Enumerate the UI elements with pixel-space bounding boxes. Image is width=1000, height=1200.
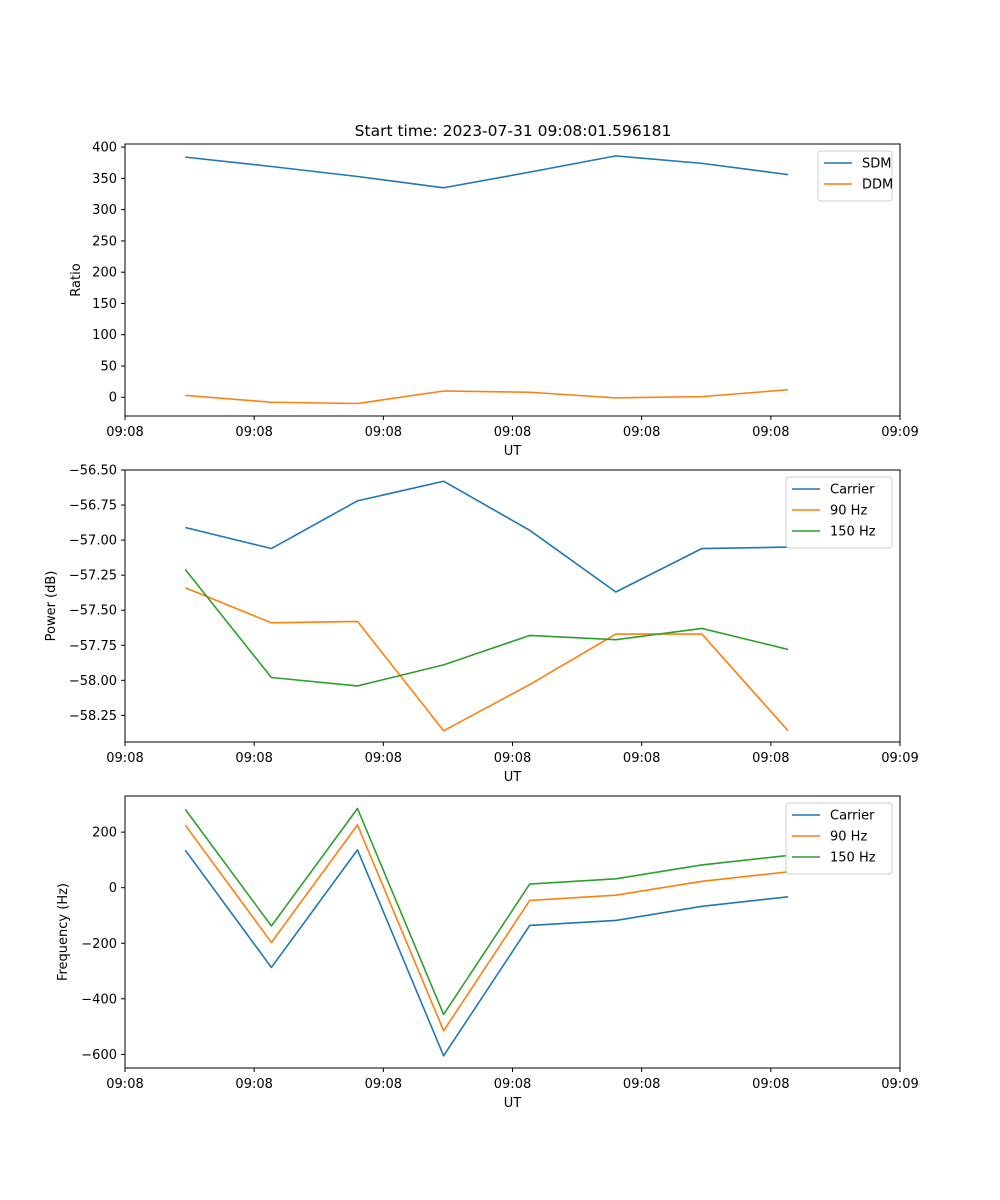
y-tick-label: −56.75 [69,499,117,514]
axes-frame [124,469,901,743]
x-tick-label: 09:08 [235,1077,272,1092]
y-axis-label: Ratio [69,263,84,296]
y-tick-label: 250 [92,234,117,249]
x-tick-label: 09:08 [365,1077,402,1092]
x-axis-label: UT [504,444,522,459]
x-tick-label: 09:08 [752,751,789,766]
y-tick-label: 0 [109,391,117,406]
y-tick-label: 0 [109,881,117,896]
x-tick-label: 09:08 [235,751,272,766]
y-tick-label: 200 [92,826,117,841]
y-tick-label: −56.50 [69,464,117,479]
x-tick-label: 09:08 [235,425,272,440]
x-tick-label: 09:08 [106,1077,143,1092]
y-tick-label: 300 [92,203,117,218]
legend-label: Carrier [830,483,875,498]
legend-label: Carrier [830,809,875,824]
figure-title: Start time: 2023-07-31 09:08:01.596181 [355,122,672,140]
series-line-ddm [185,388,789,405]
legend: Carrier 90 Hz 150 Hz [785,802,893,875]
legend-label: 150 Hz [830,851,876,866]
legend-label: 90 Hz [830,504,867,519]
series-line-90-hz [184,824,789,1032]
x-tick-label: 09:09 [881,751,918,766]
x-tick-label: 09:08 [365,751,402,766]
y-tick-label: −200 [81,937,117,952]
x-tick-label: 09:08 [623,751,660,766]
y-tick-label: −400 [81,992,117,1007]
y-tick-label: 50 [100,359,117,374]
y-tick-label: 200 [92,266,117,281]
x-tick-label: 09:09 [881,1077,918,1092]
series-line-sdm [185,155,789,189]
x-tick-label: 09:08 [106,751,143,766]
y-tick-label: 150 [92,297,117,312]
y-tick-label: −57.75 [69,639,117,654]
y-axis-label: Frequency (Hz) [56,883,71,981]
x-tick-label: 09:08 [623,1077,660,1092]
y-tick-label: 400 [92,141,117,156]
x-axis-label: UT [504,770,522,785]
legend: SDM DDM [817,150,893,202]
y-tick-label: −600 [81,1048,117,1063]
x-tick-label: 09:08 [494,425,531,440]
series-line-carrier [184,849,789,1057]
y-tick-label: 350 [92,172,117,187]
series-line-carrier [185,480,789,593]
axes-frame [124,143,901,417]
series-line-90-hz [184,587,789,732]
y-tick-label: 100 [92,328,117,343]
legend-label: SDM [862,157,891,172]
y-tick-label: −57.00 [69,534,117,549]
axes-frame [124,795,901,1069]
legend: Carrier 90 Hz 150 Hz [785,476,893,549]
y-tick-label: −57.25 [69,569,117,584]
x-tick-label: 09:08 [106,425,143,440]
chart-2: 09:08 09:08 09:08 09:08 09:08 09:08 09:09 −56.5… [44,464,919,786]
x-tick-label: 09:08 [623,425,660,440]
legend-label: DDM [862,178,893,193]
y-axis-label: Power (dB) [44,571,59,642]
x-axis-label: UT [504,1096,522,1111]
chart-3: 09:08 09:08 09:08 09:08 09:08 09:08 09:09 200 0 −… [56,795,919,1111]
x-tick-label: 09:08 [752,1077,789,1092]
y-tick-label: −58.25 [69,709,117,724]
y-tick-label: −57.50 [69,604,117,619]
x-tick-label: 09:08 [365,425,402,440]
series-line-150-hz [184,569,789,687]
x-tick-label: 09:08 [494,1077,531,1092]
legend-label: 90 Hz [830,830,867,845]
legend-label: 150 Hz [830,525,876,540]
chart-1: 09:08 09:08 09:08 09:08 09:08 09:08 09:09 0 50 10… [69,141,919,459]
x-tick-label: 09:09 [881,425,918,440]
series-line-150-hz [184,807,789,1016]
x-tick-label: 09:08 [752,425,789,440]
y-tick-label: −58.00 [69,674,117,689]
x-tick-label: 09:08 [494,751,531,766]
